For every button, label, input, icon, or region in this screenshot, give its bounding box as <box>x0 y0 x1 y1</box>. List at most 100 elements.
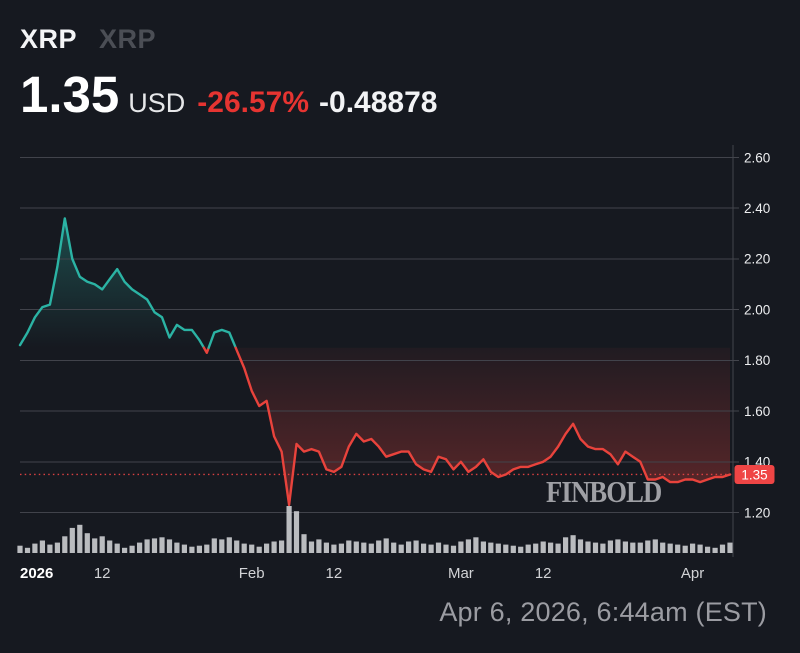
volume-bar <box>122 547 128 553</box>
volume-bar <box>600 543 606 553</box>
volume-bar <box>293 511 300 553</box>
volume-bar <box>488 542 494 553</box>
volume-bar <box>690 543 696 553</box>
volume-bar <box>398 544 404 553</box>
current-price: 1.35 <box>20 66 120 123</box>
volume-bar <box>637 542 643 553</box>
symbol-row: XRP XRP <box>20 24 437 55</box>
price-row: 1.35 USD -26.57% -0.48878 <box>20 69 437 120</box>
y-axis-label: 1.60 <box>744 404 770 419</box>
timestamp: Apr 6, 2026, 6:44am (EST) <box>439 597 767 627</box>
price-line-negative <box>234 346 732 507</box>
volume-bar <box>450 545 457 553</box>
volume-bar <box>465 539 471 553</box>
volume-bar <box>577 539 584 553</box>
current-price-badge <box>734 464 775 484</box>
asset-symbol: XRP <box>20 24 78 54</box>
y-axis-label: 1.20 <box>744 505 770 520</box>
volume-bar <box>630 542 636 553</box>
x-axis-label: Apr <box>681 565 704 582</box>
volume-bar <box>62 536 68 553</box>
volume-bar <box>645 540 651 553</box>
y-axis-label: 2.60 <box>744 150 770 165</box>
volume-bar <box>548 542 554 553</box>
volume-bar <box>39 540 45 553</box>
y-axis-label: 1.80 <box>744 353 770 368</box>
volume-bar <box>24 547 31 553</box>
current-price-badge-label: 1.35 <box>741 467 767 482</box>
volume-bar <box>234 540 240 553</box>
volume-bar <box>622 541 628 553</box>
volume-bar <box>144 539 150 553</box>
volume-bar <box>705 546 711 553</box>
volume-bar <box>473 537 479 553</box>
volume-bar <box>196 545 202 553</box>
volume-bar <box>525 544 531 553</box>
volume-bar <box>421 543 427 553</box>
volume-bar <box>667 543 673 553</box>
volume-bar <box>518 546 524 553</box>
volume-bar <box>129 545 135 553</box>
price-line-positive <box>207 328 237 349</box>
volume-bar <box>533 543 539 553</box>
volume-bar <box>137 542 143 553</box>
price-line-negative <box>202 346 210 354</box>
volume-bar <box>406 541 412 553</box>
volume-bar <box>570 535 576 553</box>
volume-bar <box>615 539 621 553</box>
change-percent: -26.57% <box>197 86 310 119</box>
volume-bar <box>264 543 270 553</box>
x-axis-label: 12 <box>326 565 343 582</box>
volume-bar <box>712 547 718 553</box>
chart-header: XRP XRP 1.35 USD -26.57% -0.48878 <box>20 24 437 120</box>
volume-bar <box>682 545 688 553</box>
volume-bar <box>585 541 591 553</box>
y-axis-label: 2.00 <box>744 302 770 317</box>
volume-bar <box>480 541 486 553</box>
volume-bar <box>555 543 561 553</box>
volume-bar <box>563 537 569 553</box>
volume-bar <box>32 543 38 553</box>
volume-bar <box>17 545 23 553</box>
volume-bar <box>226 537 232 553</box>
volume-bar <box>181 544 187 553</box>
volume-bar <box>69 527 75 553</box>
volume-bar <box>159 537 165 553</box>
change-absolute: -0.48878 <box>319 86 438 119</box>
volume-bar <box>607 540 613 553</box>
volume-bar <box>391 542 397 553</box>
volume-bar <box>652 539 658 553</box>
volume-bar <box>211 538 217 553</box>
negative-area-fill <box>235 347 730 505</box>
volume-bar <box>660 542 666 553</box>
volume-bar <box>189 546 195 553</box>
volume-bar <box>77 524 83 553</box>
x-axis-label: Feb <box>239 565 265 582</box>
volume-bar <box>286 506 292 553</box>
volume-bar <box>279 540 285 553</box>
volume-bar <box>435 542 442 553</box>
volume-bar <box>47 544 53 553</box>
volume-bar <box>383 538 389 553</box>
x-axis-label: 12 <box>94 565 111 582</box>
volume-bar <box>219 539 225 553</box>
positive-area-fill <box>20 218 204 348</box>
volume-bar <box>697 544 703 553</box>
volume-bar <box>301 534 307 553</box>
volume-bar <box>204 544 210 553</box>
volume-bar <box>151 538 158 553</box>
volume-bar <box>331 544 337 553</box>
volume-bar <box>413 540 419 553</box>
volume-bar <box>592 542 599 553</box>
volume-bar <box>458 541 464 553</box>
volume-bar <box>107 540 113 553</box>
asset-name: XRP <box>99 24 157 54</box>
volume-bar <box>495 543 501 553</box>
finbold-watermark: FINBOLD <box>546 474 662 509</box>
currency-label: USD <box>128 88 186 118</box>
volume-bar <box>323 542 329 553</box>
volume-bar <box>353 541 359 553</box>
volume-bar <box>510 545 516 553</box>
